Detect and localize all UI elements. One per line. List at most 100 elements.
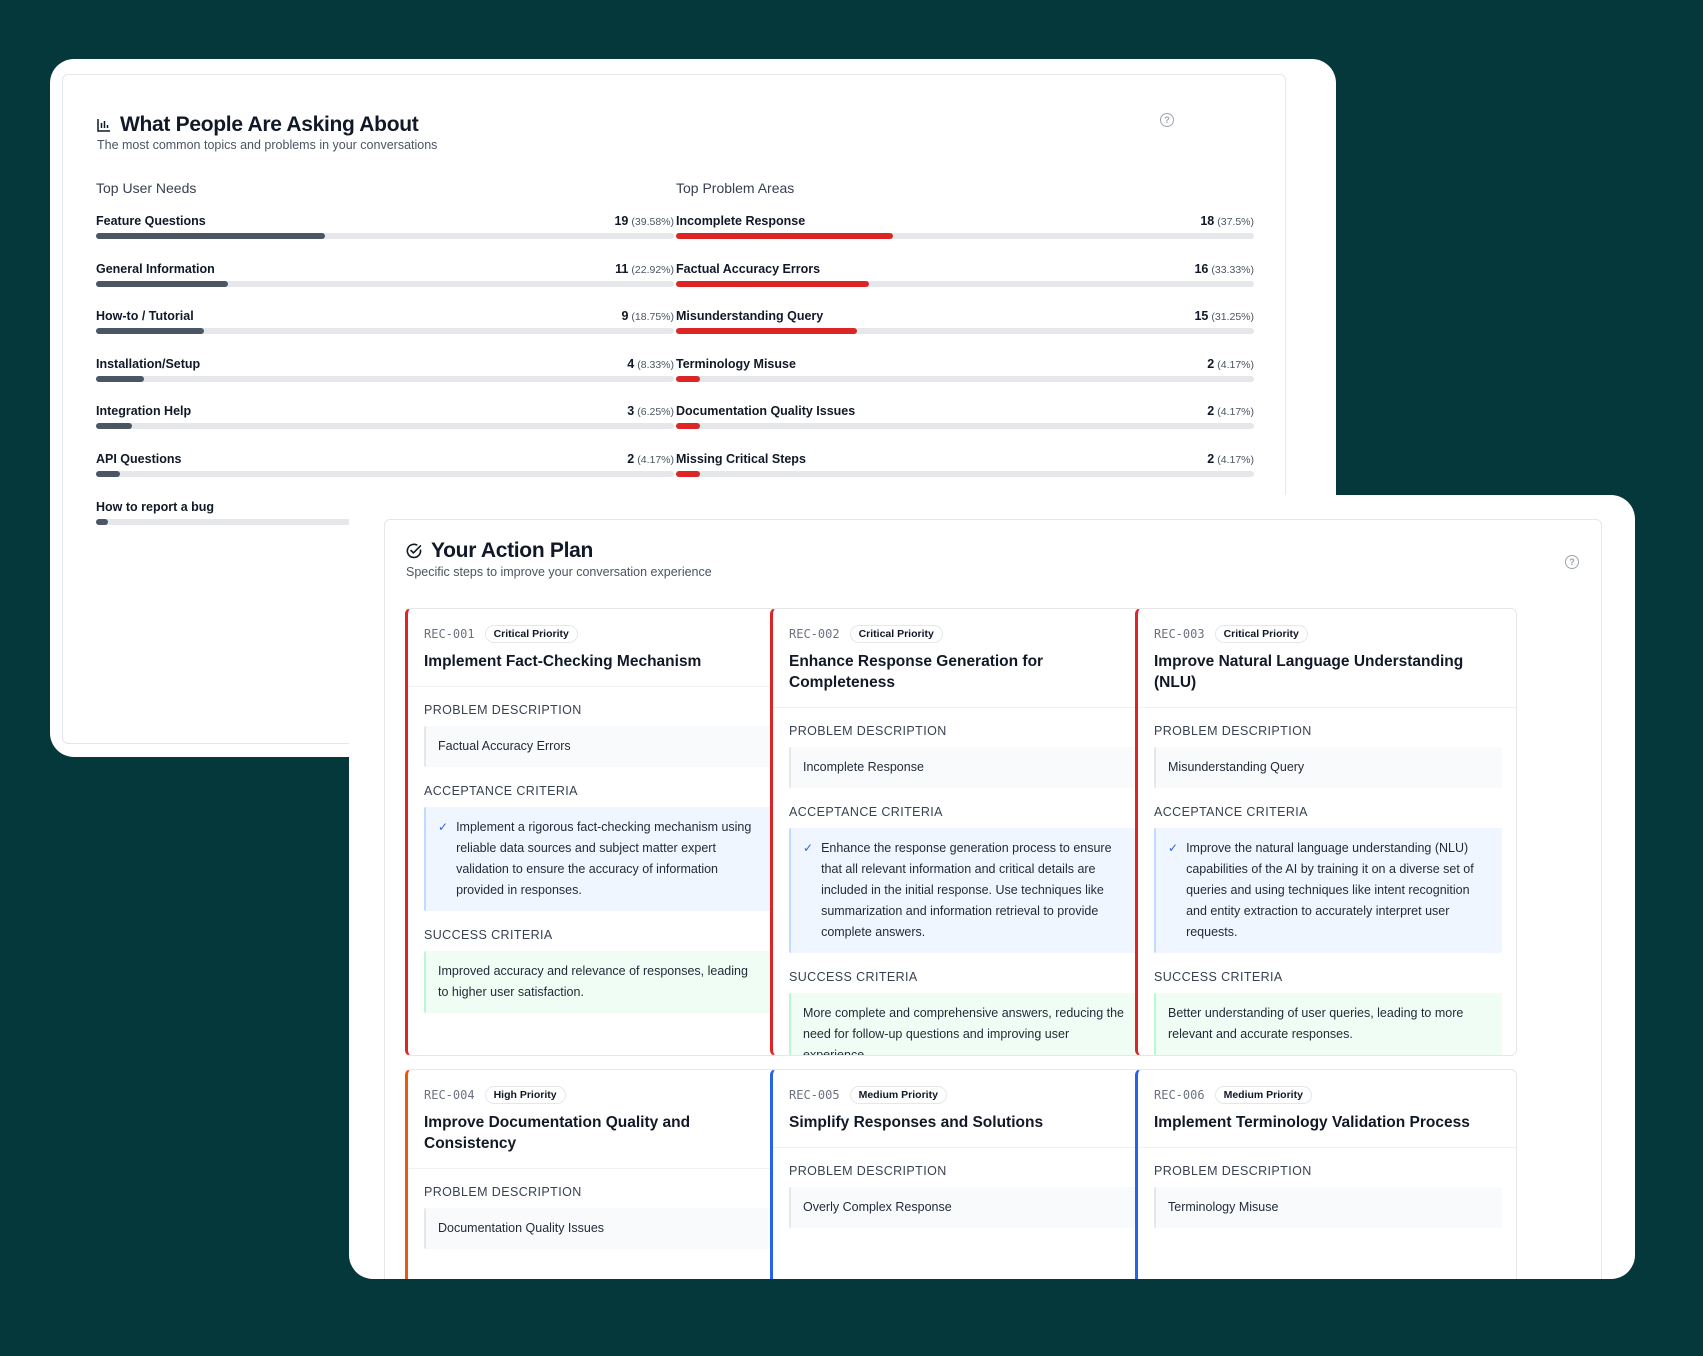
stat-row: API Questions 2 (4.17%) <box>96 452 674 500</box>
stat-row: Factual Accuracy Errors 16 (33.33%) <box>676 262 1254 310</box>
stat-label: Missing Critical Steps <box>676 451 806 466</box>
stat-count: 2 <box>1207 451 1215 466</box>
stat-value: 16 (33.33%) <box>1194 262 1254 276</box>
stat-count: 9 <box>621 309 629 324</box>
priority-badge: Critical Priority <box>1214 625 1308 643</box>
success-criteria: Better understanding of user queries, le… <box>1154 993 1502 1055</box>
recommendation-id: REC-004 <box>424 1088 475 1102</box>
progress-track <box>676 375 1254 382</box>
check-circle-icon <box>406 543 422 559</box>
stat-count: 19 <box>614 214 629 228</box>
progress-fill <box>96 233 325 239</box>
recommendation-card[interactable]: REC-001 Critical Priority Implement Fact-C… <box>405 608 787 1056</box>
recommendation-card[interactable]: REC-006 Medium Priority Implement Terminol… <box>1135 1069 1517 1279</box>
action-plan-subtitle: Specific steps to improve your conversat… <box>406 565 712 579</box>
recommendation-header: REC-005 Medium Priority Simplify Responses… <box>773 1070 1151 1148</box>
progress-track <box>96 375 674 382</box>
recommendation-id: REC-005 <box>789 1088 840 1102</box>
stat-row: Terminology Misuse 2 (4.17%) <box>676 357 1254 405</box>
progress-fill <box>676 423 701 430</box>
help-circle-icon[interactable]: ? <box>1565 555 1579 569</box>
recommendation-card[interactable]: REC-005 Medium Priority Simplify Responses… <box>770 1069 1152 1279</box>
stat-count: 2 <box>1207 356 1215 371</box>
stat-label: How to report a bug <box>96 499 215 514</box>
stat-row: How-to / Tutorial 9 (18.75%) <box>96 309 674 357</box>
problem-description-label: PROBLEM DESCRIPTION <box>1154 1164 1312 1178</box>
stat-row: Missing Critical Steps 2 (4.17%) <box>676 452 1254 500</box>
problem-areas-heading: Top Problem Areas <box>676 180 795 196</box>
progress-fill <box>676 328 857 335</box>
stat-value: 11 (22.92%) <box>615 262 674 276</box>
problem-description-label: PROBLEM DESCRIPTION <box>424 703 582 717</box>
problem-description: Factual Accuracy Errors <box>424 726 772 767</box>
priority-badge: Critical Priority <box>849 625 943 643</box>
recommendation-meta: REC-004 High Priority <box>424 1086 770 1104</box>
stat-row: Integration Help 3 (6.25%) <box>96 404 674 452</box>
action-plan-card <box>384 519 1602 1279</box>
stat-percent: (37.5%) <box>1217 216 1254 228</box>
recommendation-card[interactable]: REC-003 Critical Priority Improve Natural … <box>1135 608 1517 1056</box>
stat-label: Integration Help <box>96 404 192 419</box>
problem-description: Misunderstanding Query <box>1154 747 1502 788</box>
user-needs-heading: Top User Needs <box>96 180 197 196</box>
stat-percent: (8.33%) <box>637 358 674 371</box>
progress-track <box>96 423 674 430</box>
recommendation-body: PROBLEM DESCRIPTION Factual Accuracy Erro… <box>408 687 786 1046</box>
progress-track <box>676 423 1254 430</box>
stat-label: Documentation Quality Issues <box>676 404 856 419</box>
recommendation-meta: REC-002 Critical Priority <box>789 625 1135 643</box>
progress-fill <box>676 233 893 239</box>
stat-count: 4 <box>627 356 635 371</box>
stat-percent: (6.25%) <box>637 406 674 419</box>
stat-value: 2(4.17%) <box>1207 452 1254 466</box>
stat-row: Misunderstanding Query 15 (31.25%) <box>676 309 1254 357</box>
recommendation-body: PROBLEM DESCRIPTION Documentation Quality… <box>408 1169 786 1279</box>
recommendation-id: REC-001 <box>424 627 475 641</box>
stat-row: Feature Questions 19 (39.58%) <box>96 214 674 262</box>
stat-label: Factual Accuracy Errors <box>676 261 821 276</box>
acceptance-criteria-label: ACCEPTANCE CRITERIA <box>424 784 578 798</box>
user-needs-column: Top User Needs Feature Questions 19 (39.58… <box>96 180 674 547</box>
progress-track <box>676 470 1254 477</box>
stat-label: Terminology Misuse <box>676 356 796 371</box>
checkmark-icon: ✓ <box>438 820 449 834</box>
acceptance-criteria-label: ACCEPTANCE CRITERIA <box>1154 805 1308 819</box>
stat-percent: (39.58%) <box>631 216 674 228</box>
stat-value: 2(4.17%) <box>627 452 674 466</box>
stat-count: 2 <box>627 451 635 466</box>
acceptance-criteria: ✓ Implement a rigorous fact-checking mech… <box>424 807 772 911</box>
progress-track <box>96 328 674 335</box>
stat-percent: (4.17%) <box>637 453 674 466</box>
help-circle-icon[interactable]: ? <box>1160 113 1174 127</box>
success-criteria-label: SUCCESS CRITERIA <box>424 928 553 942</box>
acceptance-text: Improve the natural language understandi… <box>1186 841 1474 939</box>
acceptance-criteria: ✓ Enhance the response generation process… <box>789 828 1137 953</box>
stat-value: 19 (39.58%) <box>614 214 674 228</box>
action-plan-title: Your Action Plan <box>431 539 594 562</box>
action-plan-header: Your Action Plan <box>405 539 593 563</box>
priority-badge: Medium Priority <box>1214 1086 1312 1104</box>
stat-percent: (33.33%) <box>1211 263 1254 276</box>
stat-label: General Information <box>96 261 215 276</box>
recommendation-id: REC-006 <box>1154 1088 1205 1102</box>
acceptance-criteria-label: ACCEPTANCE CRITERIA <box>789 805 943 819</box>
progress-track <box>96 280 674 287</box>
stat-percent: (31.25%) <box>1211 311 1254 324</box>
recommendation-meta: REC-003 Critical Priority <box>1154 625 1500 643</box>
stat-percent: (22.92%) <box>631 263 674 276</box>
recommendation-card[interactable]: REC-004 High Priority Improve Documentatio… <box>405 1069 787 1279</box>
stat-value: 4 (8.33%) <box>627 357 674 371</box>
problem-description: Terminology Misuse <box>1154 1187 1502 1228</box>
progress-track <box>676 328 1254 335</box>
success-criteria-label: SUCCESS CRITERIA <box>789 970 918 984</box>
progress-fill <box>96 423 133 430</box>
stat-count: 3 <box>627 404 635 419</box>
recommendation-id: REC-002 <box>789 627 840 641</box>
success-criteria-label: SUCCESS CRITERIA <box>1154 970 1283 984</box>
stat-value: 15 (31.25%) <box>1194 309 1254 323</box>
stat-value: 2(4.17%) <box>1207 404 1254 418</box>
recommendation-body: PROBLEM DESCRIPTION Incomplete Response AC… <box>773 708 1151 1055</box>
stat-row: Installation/Setup 4 (8.33%) <box>96 357 674 405</box>
recommendation-card[interactable]: REC-002 Critical Priority Enhance Response… <box>770 608 1152 1056</box>
recommendation-meta: REC-001 Critical Priority <box>424 625 770 643</box>
